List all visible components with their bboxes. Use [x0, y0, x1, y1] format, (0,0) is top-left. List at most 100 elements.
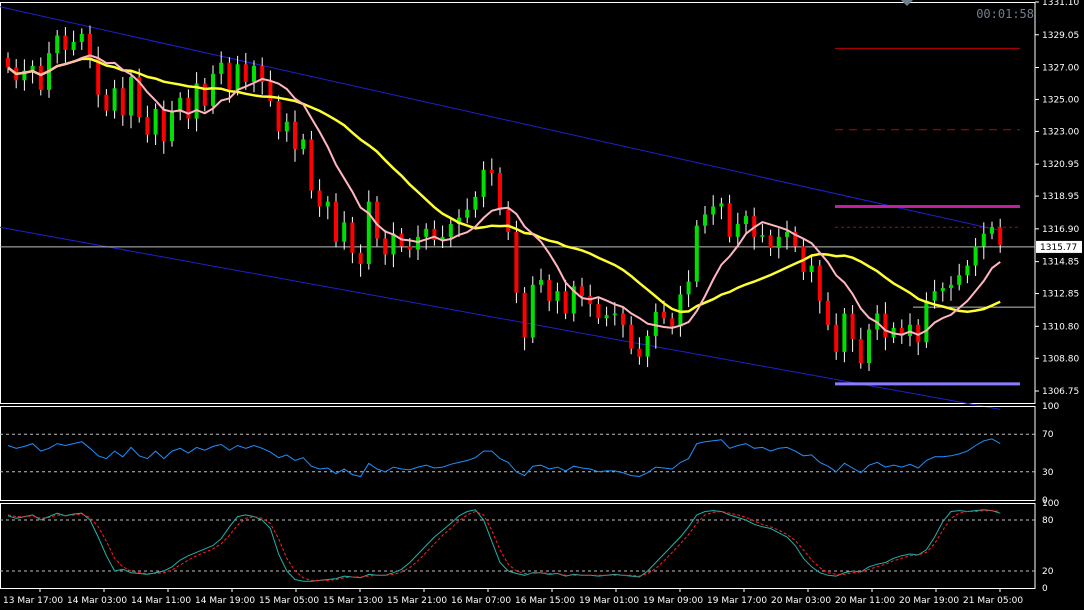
candle-body[interactable] [211, 73, 215, 106]
candle-body[interactable] [55, 35, 60, 54]
candle-body[interactable] [842, 313, 847, 352]
chart-shift-marker-icon[interactable] [901, 0, 913, 6]
candle-body[interactable] [252, 65, 256, 82]
candle-body[interactable] [571, 286, 576, 314]
candle-body[interactable] [293, 121, 297, 149]
candle-body[interactable] [489, 169, 494, 173]
candle-body[interactable] [235, 64, 240, 90]
candle-body[interactable] [481, 169, 486, 197]
candle-body[interactable] [88, 33, 92, 58]
candle-body[interactable] [850, 313, 855, 340]
candle-body[interactable] [776, 236, 781, 249]
candle-body[interactable] [981, 233, 986, 247]
candle-body[interactable] [194, 83, 199, 119]
candle-body[interactable] [760, 235, 765, 237]
candle-body[interactable] [858, 339, 863, 364]
candle-body[interactable] [170, 112, 174, 141]
candle-body[interactable] [178, 97, 183, 113]
candle-body[interactable] [596, 303, 601, 319]
candle-body[interactable] [465, 209, 470, 218]
candle-body[interactable] [908, 324, 912, 336]
candle-body[interactable] [268, 81, 273, 102]
candle-body[interactable] [629, 324, 634, 349]
candle-body[interactable] [711, 206, 716, 215]
candle-body[interactable] [932, 291, 937, 301]
candle-body[interactable] [957, 275, 962, 285]
candle-body[interactable] [949, 284, 953, 288]
candle-body[interactable] [71, 41, 76, 50]
candle-body[interactable] [383, 238, 388, 255]
candle-body[interactable] [219, 62, 224, 74]
candle-body[interactable] [662, 311, 666, 319]
candle-body[interactable] [407, 246, 412, 250]
candle-body[interactable] [940, 287, 945, 292]
candle-body[interactable] [817, 265, 822, 301]
candle-body[interactable] [727, 203, 732, 237]
candle-body[interactable] [457, 217, 461, 225]
candle-body[interactable] [498, 172, 502, 210]
candle-body[interactable] [317, 190, 322, 207]
candle-body[interactable] [694, 225, 699, 282]
candle-body[interactable] [973, 246, 978, 266]
oscillator-1-pane[interactable]: 100 70 30 0 [0, 402, 1059, 506]
candle-body[interactable] [112, 88, 117, 111]
candle-body[interactable] [555, 291, 560, 301]
candle-body[interactable] [104, 94, 109, 111]
candle-body[interactable] [79, 33, 84, 42]
candle-body[interactable] [514, 232, 519, 293]
candle-body[interactable] [276, 101, 281, 132]
candle-body[interactable] [744, 216, 748, 225]
candle-body[interactable] [924, 300, 929, 343]
candle-body[interactable] [580, 286, 584, 296]
candle-body[interactable] [703, 214, 707, 226]
candle-body[interactable] [260, 65, 265, 82]
candle-body[interactable] [202, 83, 207, 106]
candle-body[interactable] [129, 77, 133, 116]
oscillator-2-pane[interactable]: 100 80 20 0 [0, 499, 1059, 594]
candle-body[interactable] [309, 139, 314, 191]
candle-body[interactable] [637, 348, 642, 357]
candle-body[interactable] [375, 201, 379, 239]
candle-body[interactable] [867, 329, 871, 364]
candle-body[interactable] [826, 300, 830, 325]
candle-body[interactable] [334, 201, 338, 242]
candle-body[interactable] [522, 292, 527, 338]
candle-body[interactable] [530, 284, 535, 338]
candle-body[interactable] [284, 121, 289, 132]
candle-body[interactable] [432, 228, 437, 241]
candle-body[interactable] [342, 222, 347, 242]
candle-body[interactable] [621, 313, 625, 325]
candle-body[interactable] [243, 64, 248, 82]
candle-body[interactable] [719, 203, 724, 207]
candle-body[interactable] [366, 201, 371, 265]
candle-body[interactable] [678, 294, 683, 327]
candle-body[interactable] [96, 57, 101, 95]
candle-body[interactable] [22, 70, 27, 81]
candle-body[interactable] [653, 311, 658, 336]
candle-body[interactable] [547, 279, 552, 301]
candle-body[interactable] [227, 62, 232, 90]
candle-body[interactable] [998, 227, 1003, 245]
candle-body[interactable] [38, 65, 43, 90]
candle-body[interactable] [768, 235, 773, 249]
candle-body[interactable] [145, 117, 150, 135]
main-pane[interactable]: 1331.10 1329.05 1327.00 1325.00 1323.00 1320.… [0, 0, 1082, 410]
candle-body[interactable] [645, 335, 650, 357]
candle-body[interactable] [670, 318, 675, 327]
candle-body[interactable] [301, 139, 306, 149]
candle-body[interactable] [6, 57, 10, 68]
candle-body[interactable] [161, 109, 166, 141]
candle-body[interactable] [325, 201, 330, 207]
candle-body[interactable] [990, 227, 994, 234]
candle-body[interactable] [506, 209, 511, 233]
candle-body[interactable] [153, 109, 158, 135]
candle-body[interactable] [604, 315, 609, 319]
candle-body[interactable] [612, 313, 617, 316]
candle-body[interactable] [883, 313, 888, 338]
candle-body[interactable] [473, 196, 478, 210]
candle-body[interactable] [63, 35, 68, 50]
candle-body[interactable] [120, 88, 125, 116]
candle-body[interactable] [735, 224, 740, 237]
candle-body[interactable] [793, 232, 798, 247]
